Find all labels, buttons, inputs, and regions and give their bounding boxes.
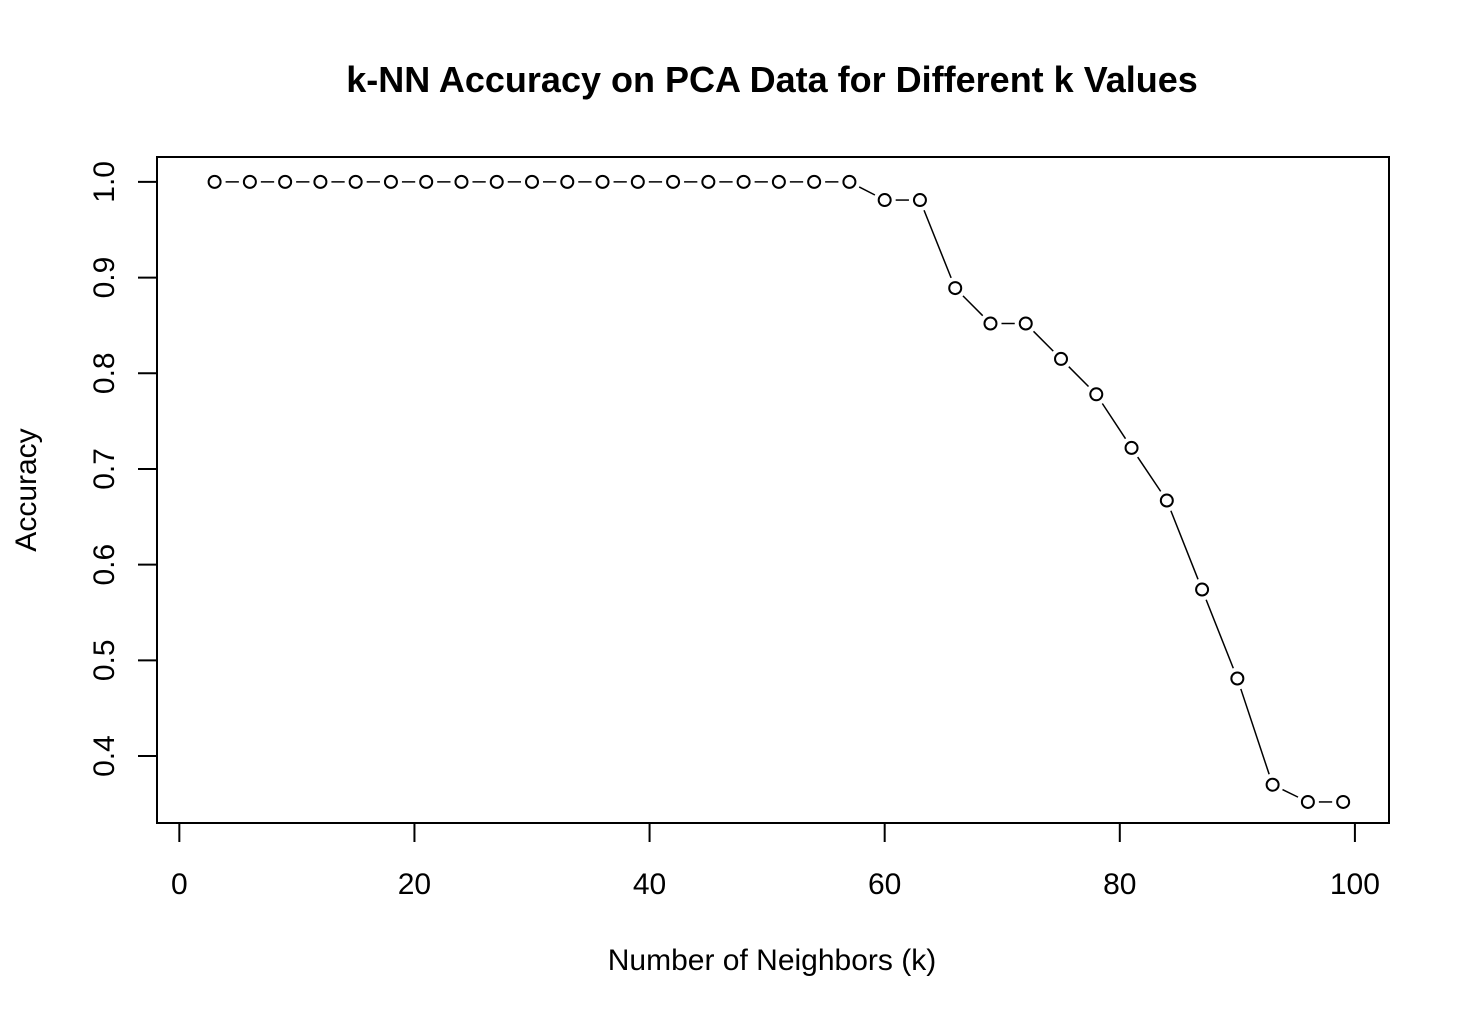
x-axis: 0 20 40 60 80 100 (171, 822, 1380, 901)
data-point (383, 174, 398, 189)
data-point (771, 174, 786, 189)
y-tick-label: 1.0 (88, 161, 121, 203)
series-segment (1170, 510, 1199, 580)
series-line (225, 181, 1333, 803)
y-tick-label: 0.5 (88, 639, 121, 681)
x-tick-label: 20 (398, 868, 431, 901)
series-segment (923, 209, 952, 279)
y-axis-label: Accuracy (10, 428, 43, 551)
data-point (560, 174, 575, 189)
series-segment (1240, 688, 1270, 775)
data-point (701, 174, 716, 189)
series-segment (1205, 599, 1234, 669)
y-tick-label: 0.8 (88, 352, 121, 394)
y-tick-label: 0.9 (88, 257, 121, 299)
x-axis-label: Number of Neighbors (k) (608, 944, 936, 977)
data-point (313, 174, 328, 189)
data-point (489, 174, 504, 189)
data-point (1018, 316, 1033, 331)
data-point (1230, 671, 1245, 686)
data-point (948, 281, 963, 296)
data-point (419, 174, 434, 189)
series-points (207, 174, 1351, 809)
data-point (666, 174, 681, 189)
series-segment (858, 186, 876, 196)
x-tick-label: 100 (1330, 868, 1380, 901)
x-tick-label: 0 (171, 868, 188, 901)
chart-title: k-NN Accuracy on PCA Data for Different … (346, 59, 1198, 100)
y-tick-label: 0.4 (88, 735, 121, 777)
data-point (454, 174, 469, 189)
series-segment (1101, 403, 1127, 440)
data-point (525, 174, 540, 189)
plot-frame (156, 156, 1390, 824)
y-tick-label: 0.7 (88, 448, 121, 490)
data-point (1195, 582, 1210, 597)
data-point (877, 193, 892, 208)
data-point (736, 174, 751, 189)
data-point (1124, 440, 1139, 455)
x-tick-label: 40 (633, 868, 666, 901)
y-axis: 0.4 0.5 0.6 0.7 0.8 0.9 1.0 (88, 161, 157, 777)
data-point (842, 174, 857, 189)
data-point (348, 174, 363, 189)
x-tick-label: 80 (1103, 868, 1136, 901)
y-tick-label: 0.6 (88, 544, 121, 586)
data-point (207, 174, 222, 189)
data-point (807, 174, 822, 189)
series-segment (1282, 788, 1299, 798)
series-segment (1068, 366, 1090, 388)
data-point (1265, 777, 1280, 792)
data-point (1159, 493, 1174, 508)
data-point (983, 316, 998, 331)
x-tick-label: 60 (868, 868, 901, 901)
series-segment (1032, 330, 1054, 352)
series-segment (1137, 456, 1162, 492)
data-point (595, 174, 610, 189)
data-point (1336, 794, 1351, 809)
data-point (1089, 387, 1104, 402)
series-segment (962, 295, 984, 317)
data-point (1054, 351, 1069, 366)
data-point (1300, 794, 1315, 809)
data-point (912, 193, 927, 208)
data-point (630, 174, 645, 189)
data-point (242, 174, 257, 189)
data-point (278, 174, 293, 189)
